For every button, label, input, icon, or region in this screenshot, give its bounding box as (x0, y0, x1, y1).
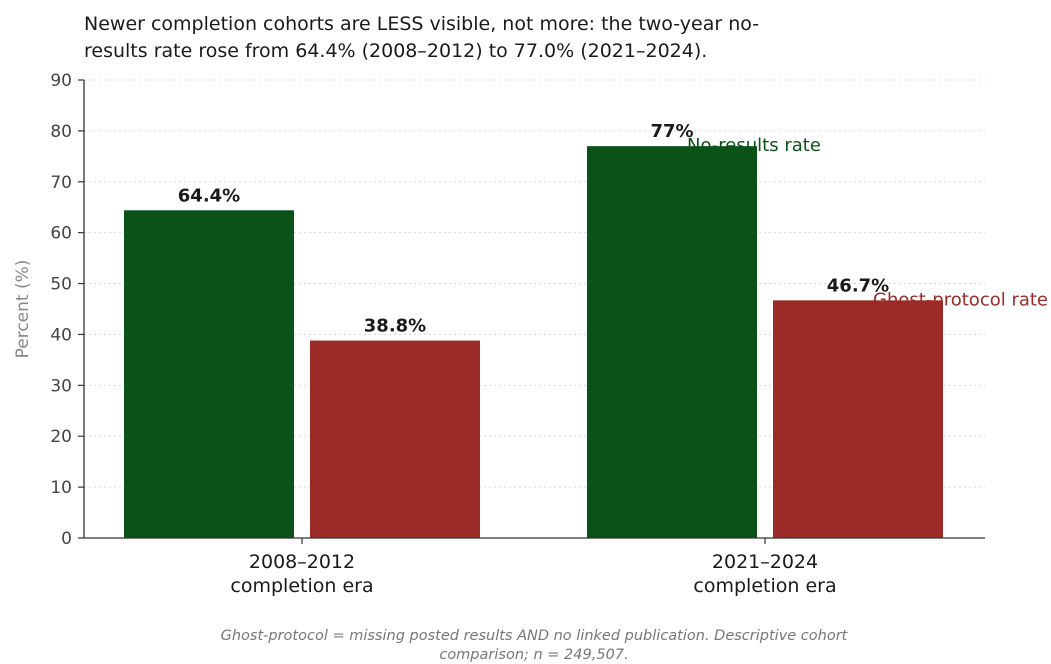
bar-ghost-protocol-2 (773, 300, 943, 538)
y-tick-label: 90 (50, 71, 72, 91)
bars (124, 146, 943, 538)
bar-ghost-protocol-1 (310, 340, 480, 538)
data-label: 46.7% (827, 275, 889, 296)
x-category-label: completion era (693, 575, 836, 597)
data-labels: 64.4% 38.8% 77%No-results rate 46.7%Ghost-p… (178, 121, 1048, 336)
y-tick-label: 80 (50, 122, 72, 142)
y-tick-label: 30 (50, 376, 72, 396)
x-category-label: 2008–2012 (249, 551, 355, 573)
y-tick-label: 40 (50, 325, 72, 345)
y-axis-ticks: 0 10 20 30 40 50 60 70 80 90 (50, 71, 84, 549)
y-tick-label: 70 (50, 173, 72, 193)
chart-title-line-1: Newer completion cohorts are LESS visibl… (84, 13, 759, 35)
y-tick-label: 20 (50, 427, 72, 447)
data-label: 64.4% (178, 185, 240, 206)
y-axis-label: Percent (%) (13, 260, 33, 359)
data-label: 38.8% (364, 316, 426, 337)
y-tick-label: 10 (50, 478, 72, 498)
series-label: No-results rate (687, 135, 821, 156)
y-tick-label: 60 (50, 224, 72, 244)
footnote-line-2: comparison; n = 249,507. (439, 647, 628, 663)
series-label: Ghost-protocol rate (873, 289, 1048, 310)
x-category-label: completion era (230, 575, 373, 597)
y-tick-label: 50 (50, 275, 72, 295)
chart-title-line-2: results rate rose from 64.4% (2008–2012)… (84, 40, 707, 62)
y-tick-label: 0 (61, 529, 72, 549)
bar-no-results-1 (124, 210, 294, 538)
data-label: 77% (650, 121, 693, 142)
footnote-line-1: Ghost-protocol = missing posted results … (221, 628, 849, 644)
x-category-label: 2021–2024 (712, 551, 818, 573)
bar-no-results-2 (587, 146, 757, 538)
